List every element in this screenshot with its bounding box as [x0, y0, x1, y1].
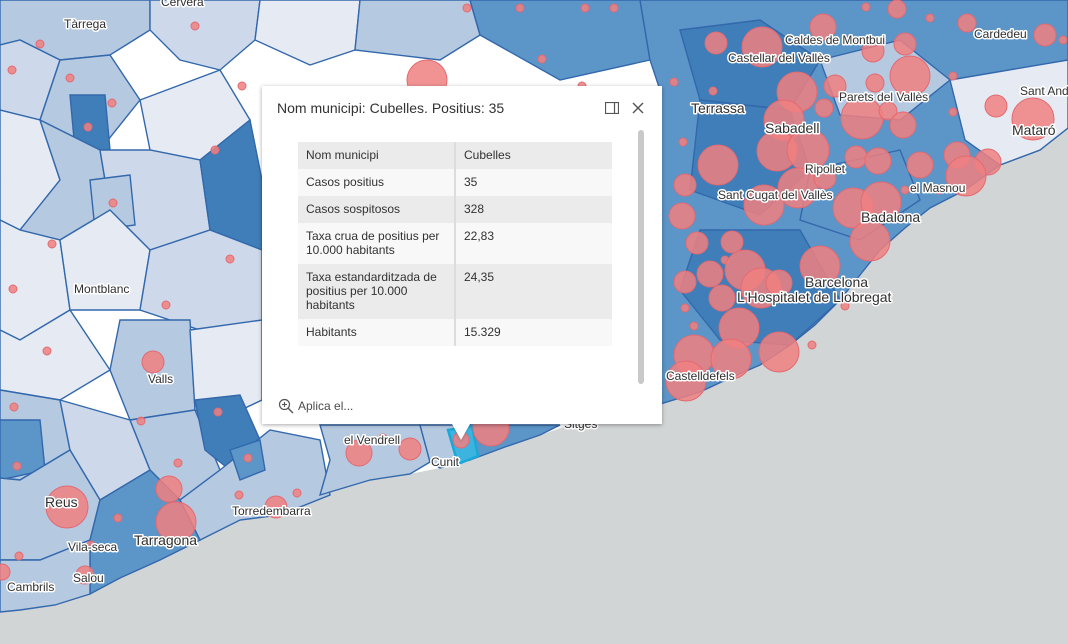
popup-title: Nom municipi: Cubelles. Positius: 35 [277, 100, 505, 116]
table-row: Habitants 15.329 [298, 319, 612, 346]
table-row: Casos positius 35 [298, 169, 612, 196]
cases-circle-layer [0, 0, 1068, 585]
city-label: Ripollet [805, 162, 846, 176]
attribute-key: Taxa estandarditzada de positius per 10.… [298, 264, 456, 319]
attribute-value: 24,35 [464, 270, 495, 284]
city-label: Terrassa [691, 100, 745, 116]
city-label: Castelldefels [666, 369, 735, 383]
city-label: Cunit [431, 455, 460, 469]
attribute-value: 15.329 [464, 325, 501, 339]
city-label: Tàrrega [64, 17, 106, 31]
attribute-key: Casos positius [298, 169, 456, 196]
city-label: Tarragona [134, 532, 197, 548]
city-label: Barcelona [805, 274, 868, 290]
city-label: Castellar del Vallès [728, 51, 830, 65]
attribute-value: 22,83 [464, 229, 495, 243]
attribute-key: Casos sospitosos [298, 196, 456, 223]
table-row: Taxa crua de positius per 10.000 habitan… [298, 223, 612, 264]
city-label: Badalona [861, 209, 920, 225]
popup-pointer [452, 424, 470, 440]
attribute-value: Cubelles [464, 148, 511, 162]
feature-popup: Nom municipi: Cubelles. Positius: 35 Nom… [262, 86, 662, 440]
city-label: Parets del Vallès [839, 90, 928, 104]
table-row: Taxa estandarditzada de positius per 10.… [298, 264, 612, 319]
dock-button[interactable] [603, 99, 621, 117]
attribute-value: 328 [464, 202, 485, 216]
city-label: Mataró [1012, 122, 1056, 138]
table-row: Nom municipi Cubelles [298, 142, 612, 169]
close-button[interactable] [629, 99, 647, 117]
city-label: Torredembarra [232, 504, 311, 518]
city-label: Valls [148, 372, 173, 386]
city-label: Salou [73, 571, 104, 585]
attribute-value: 35 [464, 175, 478, 189]
dock-icon [605, 102, 619, 114]
popup-content: Nom municipi Cubelles Casos positius 35 … [298, 142, 612, 354]
zoom-in-icon [278, 398, 294, 414]
attribute-key: Nom municipi [298, 142, 456, 169]
close-icon [632, 102, 644, 114]
city-label: Cervera [161, 0, 204, 9]
popup-scrollbar[interactable] [638, 130, 644, 384]
city-label: Sabadell [765, 120, 820, 136]
city-label: Sant Cugat del Vallès [718, 188, 833, 202]
zoom-to-action[interactable]: Aplica el... [278, 396, 353, 416]
city-label: Reus [45, 494, 78, 510]
city-label: Cambrils [7, 580, 54, 594]
city-label: Vila-seca [68, 540, 117, 554]
popup-header: Nom municipi: Cubelles. Positius: 35 [277, 99, 647, 121]
city-label: Cardedeu [974, 27, 1027, 41]
city-label: Sant Andreu de Llavaneres [1020, 84, 1068, 98]
city-label: el Vendrell [344, 433, 400, 447]
city-label: Montblanc [74, 282, 129, 296]
attribute-table: Nom municipi Cubelles Casos positius 35 … [298, 142, 612, 346]
zoom-to-label: Aplica el... [298, 399, 354, 413]
attribute-key: Habitants [298, 319, 456, 346]
city-label: L'Hospitalet de Llobregat [737, 289, 892, 305]
attribute-key: Taxa crua de positius per 10.000 habitan… [298, 223, 456, 264]
city-label: el Masnou [910, 181, 965, 195]
city-label: Caldes de Montbui [785, 33, 885, 47]
table-row: Casos sospitosos 328 [298, 196, 612, 223]
